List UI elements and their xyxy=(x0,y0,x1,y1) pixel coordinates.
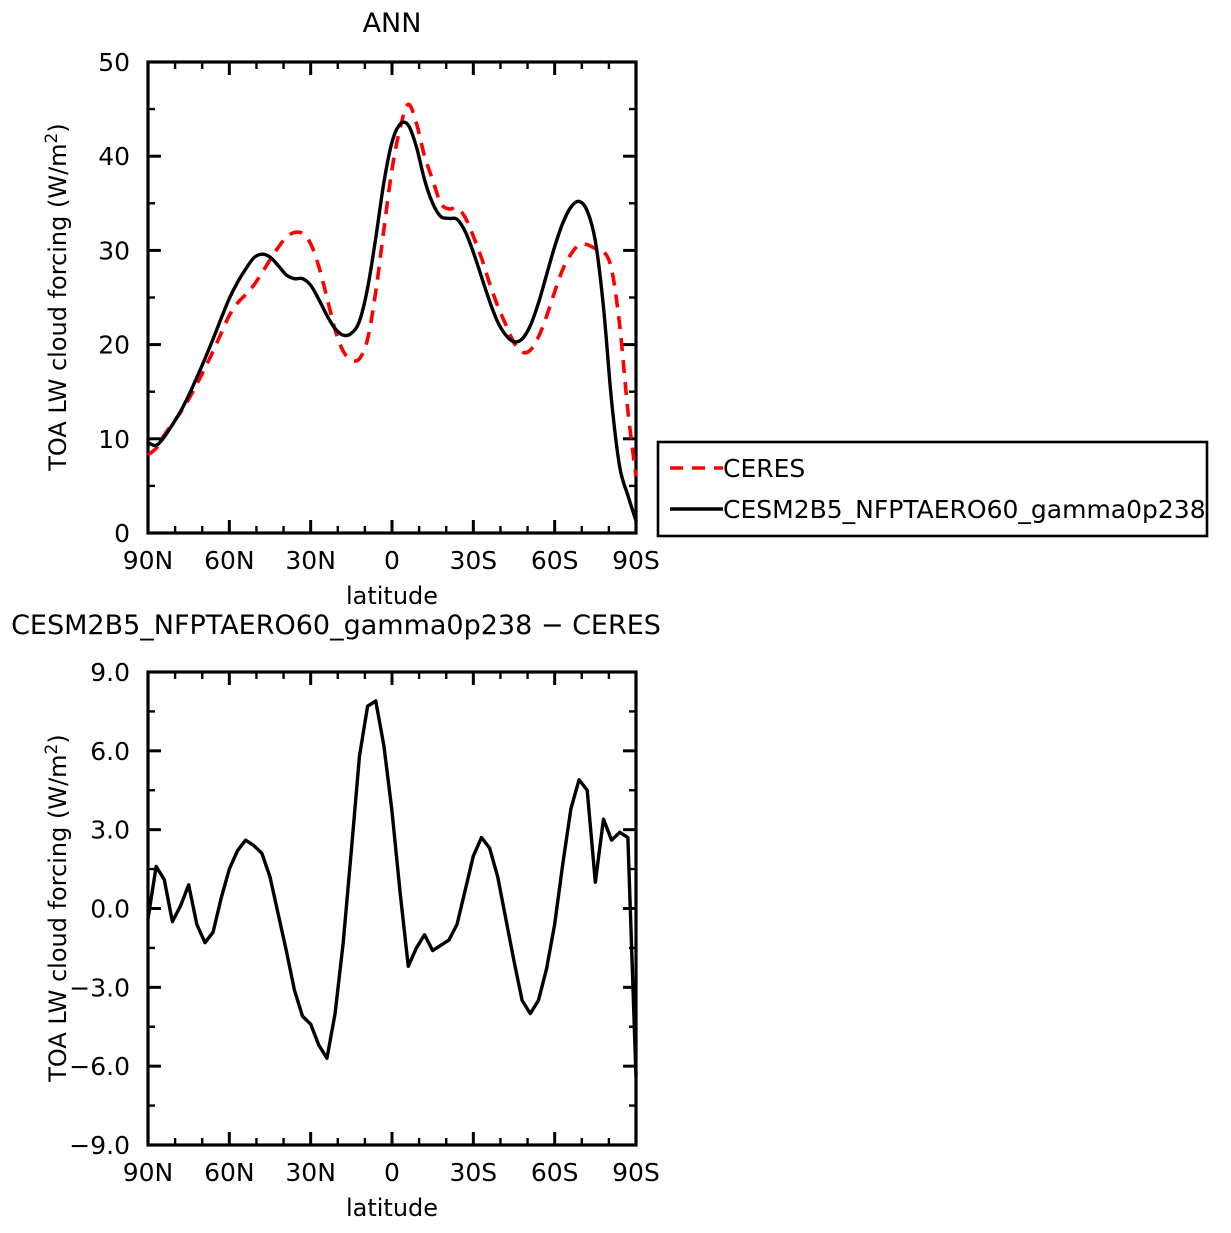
ytick-label: 3.0 xyxy=(90,816,130,845)
xtick-label: 60S xyxy=(531,546,579,575)
ytick-label: 10 xyxy=(98,425,130,454)
top-plot-frame xyxy=(148,62,636,533)
bottom-axis-ticks xyxy=(148,672,636,1145)
top-axis-ticks xyxy=(148,62,636,533)
xtick-label: 30S xyxy=(449,546,497,575)
series-line-model xyxy=(148,122,636,521)
xtick-label: 90S xyxy=(612,1158,660,1187)
top-panel: ANN 0 10 20 30 40 50 90N 60N 30N 0 30S 60S 90S lati… xyxy=(42,8,660,610)
svg-text:TOA LW cloud forcing (W/m2): TOA LW cloud forcing (W/m2) xyxy=(42,734,72,1083)
xtick-label: 0 xyxy=(384,546,400,575)
ytick-label: −3.0 xyxy=(69,973,130,1002)
xtick-label: 60N xyxy=(204,546,255,575)
xtick-label: 90S xyxy=(612,546,660,575)
chart-svg: ANN 0 10 20 30 40 50 90N 60N 30N 0 30S 60S 90S lati… xyxy=(0,0,1231,1233)
series-line-difference xyxy=(148,701,636,1077)
bottom-yaxis-label: TOA LW cloud forcing (W/m2) xyxy=(42,734,72,1083)
bottom-panel-title: CESM2B5_NFPTAERO60_gamma0p238 − CERES xyxy=(11,610,661,641)
bottom-xtick-labels: 90N 60N 30N 0 30S 60S 90S xyxy=(123,1158,660,1187)
xtick-label: 30N xyxy=(285,546,336,575)
xtick-label: 30S xyxy=(449,1158,497,1187)
ytick-label: 20 xyxy=(98,331,130,360)
xtick-label: 60N xyxy=(204,1158,255,1187)
xtick-label: 60S xyxy=(531,1158,579,1187)
ytick-label: 40 xyxy=(98,142,130,171)
bottom-ytick-labels: −9.0 −6.0 −3.0 0.0 3.0 6.0 9.0 xyxy=(69,658,130,1160)
xtick-label: 90N xyxy=(123,546,174,575)
ytick-label: 0 xyxy=(114,519,130,548)
ytick-label: −9.0 xyxy=(69,1131,130,1160)
ytick-label: 9.0 xyxy=(90,658,130,687)
top-panel-title: ANN xyxy=(363,8,422,39)
top-xtick-labels: 90N 60N 30N 0 30S 60S 90S xyxy=(123,546,660,575)
ytick-label: 0.0 xyxy=(90,895,130,924)
series-line-ceres xyxy=(148,104,636,476)
top-yaxis-label: TOA LW cloud forcing (W/m2) xyxy=(42,123,72,472)
ytick-label: 30 xyxy=(98,236,130,265)
xtick-label: 90N xyxy=(123,1158,174,1187)
ytick-label: −6.0 xyxy=(69,1052,130,1081)
top-ytick-labels: 0 10 20 30 40 50 xyxy=(98,48,130,548)
xtick-label: 30N xyxy=(285,1158,336,1187)
ytick-label: 50 xyxy=(98,48,130,77)
legend-label-ceres: CERES xyxy=(723,454,805,483)
top-xaxis-label: latitude xyxy=(346,582,438,610)
legend-label-model: CESM2B5_NFPTAERO60_gamma0p238 xyxy=(723,495,1206,524)
svg-text:TOA LW cloud forcing (W/m2): TOA LW cloud forcing (W/m2) xyxy=(42,123,72,472)
legend: CERES CESM2B5_NFPTAERO60_gamma0p238 xyxy=(658,442,1207,536)
bottom-plot-frame xyxy=(148,672,636,1145)
ytick-label: 6.0 xyxy=(90,737,130,766)
bottom-panel: CESM2B5_NFPTAERO60_gamma0p238 − CERES −9… xyxy=(11,610,661,1222)
bottom-xaxis-label: latitude xyxy=(346,1194,438,1222)
xtick-label: 0 xyxy=(384,1158,400,1187)
figure-canvas: ANN 0 10 20 30 40 50 90N 60N 30N 0 30S 60S 90S lati… xyxy=(0,0,1231,1233)
